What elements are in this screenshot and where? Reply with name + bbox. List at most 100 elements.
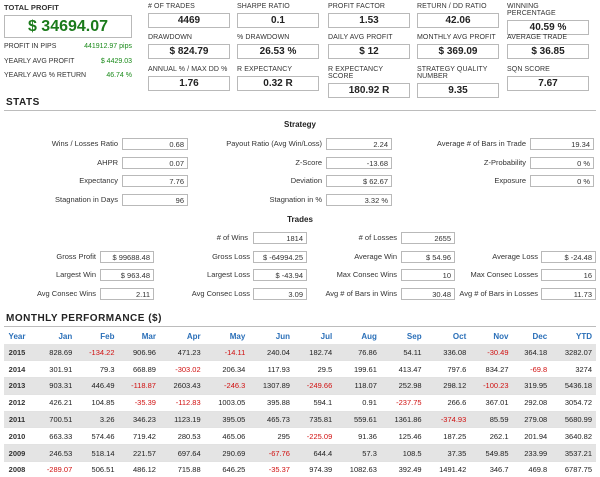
yearly-avg-profit-label: YEARLY AVG PROFIT xyxy=(4,58,75,65)
month-value-cell: -112.83 xyxy=(159,394,205,412)
column-header-oct: Oct xyxy=(452,332,467,341)
monthly-divider xyxy=(4,326,596,327)
metric-label: # OF TRADES xyxy=(148,3,195,10)
month-value-cell: 246.53 xyxy=(34,444,77,463)
total-profit-label: TOTAL PROFIT xyxy=(4,3,59,12)
column-header-aug: Aug xyxy=(361,332,377,341)
metric-r-expectancy-score: R EXPECTANCY SCORE 180.92 R xyxy=(328,66,410,98)
metric-value: 9.35 xyxy=(417,83,499,98)
metric-value: $ 824.79 xyxy=(148,44,230,59)
trade-value: 2.11 xyxy=(100,288,154,300)
month-value-cell: -246.3 xyxy=(204,377,250,395)
month-value-cell: 395.88 xyxy=(249,394,294,412)
month-value-cell: 797.6 xyxy=(425,360,471,379)
month-value-cell: 1123.19 xyxy=(159,411,205,429)
month-value-cell: 364.18 xyxy=(512,344,552,362)
stat-label: Z-Probability xyxy=(483,158,526,167)
month-value-cell: -14.11 xyxy=(204,344,250,362)
losses-label: # of Losses xyxy=(358,233,397,242)
column-header-year: Year xyxy=(8,332,26,341)
month-value-cell: 715.88 xyxy=(159,461,205,477)
year-cell: 2008 xyxy=(4,461,34,477)
trades-subtitle: Trades xyxy=(287,215,313,224)
month-value-cell: 392.49 xyxy=(380,461,426,477)
month-value-cell: 465.73 xyxy=(249,411,294,429)
trade-label: Max Consec Wins xyxy=(336,270,397,279)
month-value-cell: 663.33 xyxy=(34,427,77,446)
month-value-cell: 319.95 xyxy=(512,377,552,395)
metric-label: STRATEGY QUALITY NUMBER xyxy=(417,66,488,80)
stat-label: Stagnation in % xyxy=(269,195,322,204)
month-value-cell: 903.31 xyxy=(34,377,77,395)
metric-annual-max-dd: ANNUAL % / Max DD % 1.76 xyxy=(148,66,230,91)
metric-value: $ 369.09 xyxy=(417,44,499,59)
month-value-cell: 3.26 xyxy=(76,411,119,429)
month-value-cell: 0.91 xyxy=(336,394,381,412)
month-value-cell: 518.14 xyxy=(76,444,119,463)
month-value-cell: -289.07 xyxy=(34,461,77,477)
year-cell: 2012 xyxy=(4,394,34,412)
table-row: 2010 663.33 574.46 719.42 280.53 465.06 295 -22… xyxy=(4,427,596,446)
month-value-cell: -303.02 xyxy=(159,360,205,379)
month-value-cell: 5680.99 xyxy=(551,411,596,429)
metric-sqn-score: SQN SCORE 7.67 xyxy=(507,66,589,91)
month-value-cell: 559.61 xyxy=(336,411,381,429)
month-value-cell: -35.39 xyxy=(118,394,160,412)
total-profit-value: $ 34694.07 xyxy=(4,15,132,38)
yearly-avg-return-label: YEARLY AVG % RETURN xyxy=(4,72,87,79)
month-value-cell: -35.37 xyxy=(249,461,294,477)
metric-drawdown: % DRAWDOWN 26.53 % xyxy=(237,34,319,59)
month-value-cell: 301.91 xyxy=(34,360,77,379)
table-row: 2015 828.69 -134.22 906.96 471.23 -14.11 240.0… xyxy=(4,344,596,362)
month-value-cell: 465.06 xyxy=(204,427,250,446)
metric-label: R EXPECTANCY xyxy=(237,66,293,73)
month-value-cell: 79.3 xyxy=(76,360,119,379)
stat-label: Expectancy xyxy=(79,176,118,185)
trade-value: $ -64994.25 xyxy=(253,251,307,263)
table-row: 2014 301.91 79.3 668.89 -303.02 206.34 117.93 2… xyxy=(4,360,596,379)
metric-label: SHARPE RATIO xyxy=(237,3,290,10)
month-value-cell: 549.85 xyxy=(470,444,513,463)
month-value-cell: 646.25 xyxy=(204,461,250,477)
metric-value: $ 36.85 xyxy=(507,44,589,59)
stat-value: 19.34 xyxy=(530,138,594,150)
trade-label: Avg Consec Wins xyxy=(36,289,96,298)
trade-value: $ 963.48 xyxy=(100,269,154,281)
month-value-cell: 280.53 xyxy=(159,427,205,446)
column-header-feb: Feb xyxy=(100,332,115,341)
month-value-cell: 201.94 xyxy=(512,427,552,446)
month-value-cell: -374.93 xyxy=(425,411,471,429)
trade-value: 3.09 xyxy=(253,288,307,300)
column-header-sep: Sep xyxy=(406,332,422,341)
metric-daily-avg-profit: DAILY AVG PROFIT $ 12 xyxy=(328,34,410,59)
stat-label: AHPR xyxy=(97,158,118,167)
month-value-cell: 233.99 xyxy=(512,444,552,463)
month-value-cell: 668.89 xyxy=(118,360,160,379)
metric-average-trade: AVERAGE TRADE $ 36.85 xyxy=(507,34,589,59)
stat-label: Wins / Losses Ratio xyxy=(51,139,118,148)
metric-value: 1.76 xyxy=(148,76,230,91)
metric-return-dd-ratio: RETURN / DD RATIO 42.06 xyxy=(417,3,499,28)
month-value-cell: 37.35 xyxy=(425,444,471,463)
month-value-cell: 240.04 xyxy=(249,344,294,362)
stat-value: 3.32 % xyxy=(326,194,392,206)
month-value-cell: 594.1 xyxy=(293,394,337,412)
month-value-cell: 486.12 xyxy=(118,461,160,477)
month-value-cell: 700.51 xyxy=(34,411,77,429)
month-value-cell: -30.49 xyxy=(470,344,513,362)
month-value-cell: 3054.72 xyxy=(551,394,596,412)
month-value-cell: 29.5 xyxy=(293,360,337,379)
month-value-cell: 182.74 xyxy=(293,344,337,362)
month-value-cell: 5436.18 xyxy=(551,377,596,395)
losses-value: 2655 xyxy=(401,232,455,244)
column-header-jul: Jul xyxy=(320,332,333,341)
metric-label: DAILY AVG PROFIT xyxy=(328,34,393,41)
table-row: 2013 903.31 446.49 -118.87 2603.43 -246.3 1307… xyxy=(4,377,596,395)
year-cell: 2010 xyxy=(4,427,34,446)
trade-label: Avg # of Bars in Losses xyxy=(459,289,538,298)
month-value-cell: -118.87 xyxy=(118,377,160,395)
metric-value: 1.53 xyxy=(328,13,410,28)
month-value-cell: 469.8 xyxy=(512,461,552,477)
month-value-cell: 426.21 xyxy=(34,394,77,412)
month-value-cell: 3274 xyxy=(551,360,596,379)
